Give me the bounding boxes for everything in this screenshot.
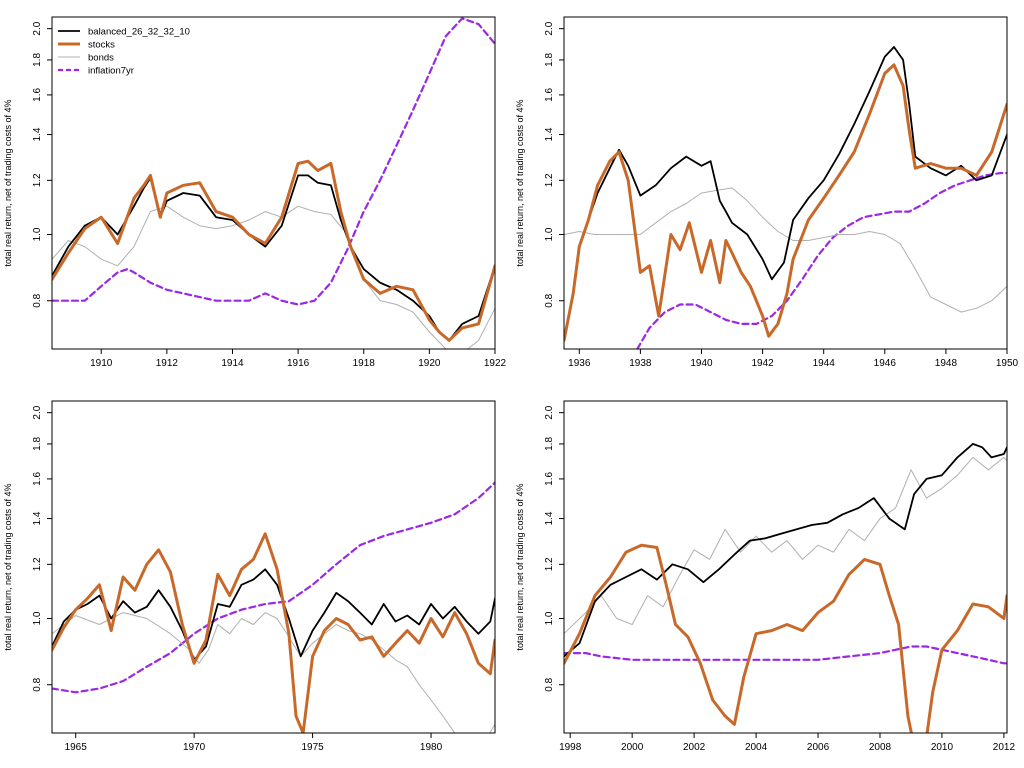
series-group xyxy=(52,17,495,349)
y-tick-label: 1.8 xyxy=(544,437,555,451)
series-line-bonds xyxy=(564,187,1007,313)
series-line-inflation7yr xyxy=(52,481,495,694)
y-axis-title: total real return, net of trading costs … xyxy=(3,99,13,266)
y-tick-label: 0.8 xyxy=(544,677,555,691)
x-tick-label: 1950 xyxy=(996,358,1019,369)
y-tick-label: 1.0 xyxy=(544,227,555,241)
x-tick-label: 2000 xyxy=(621,742,644,753)
chart-svg: 1965 1970 1975 1980 0.8 1.0 1.2 1.4 1.6 1.8 2.0 tot… xyxy=(3,400,496,753)
x-tick-label: 2012 xyxy=(993,742,1016,753)
y-axis-title: total real return, net of trading costs … xyxy=(3,483,13,650)
series-line-stocks xyxy=(52,159,495,342)
series-line-inflation7yr xyxy=(564,645,1007,665)
legend-label: inflation7yr xyxy=(88,66,134,77)
y-tick-label: 1.2 xyxy=(32,173,43,187)
x-tick-label: 1912 xyxy=(156,358,179,369)
chart-panel-1908-1922: 1910 1912 1914 1916 1918 1920 1922 0.8 1.0 1.2 1.4… xyxy=(0,0,512,384)
x-tick-label: 1946 xyxy=(874,358,897,369)
x-tick-label: 2008 xyxy=(869,742,892,753)
x-tick-label: 1920 xyxy=(418,358,441,369)
chart-panel-1998-2012: 1998 2000 2002 2004 2006 2008 2010 2012 0.8 1.0 1.… xyxy=(512,384,1024,768)
x-tick-label: 1975 xyxy=(301,742,324,753)
y-tick-label: 1.6 xyxy=(544,88,555,102)
y-tick-label: 1.4 xyxy=(32,127,43,141)
y-axis-title: total real return, net of trading costs … xyxy=(515,99,525,266)
x-tick-label: 1940 xyxy=(690,358,713,369)
y-tick-label: 1.6 xyxy=(32,472,43,486)
series-line-stocks xyxy=(564,63,1007,342)
y-tick-label: 1.2 xyxy=(544,173,555,187)
chart-svg: 1998 2000 2002 2004 2006 2008 2010 2012 0.8 1.0 1.… xyxy=(515,400,1016,753)
y-tick-label: 1.8 xyxy=(32,53,43,67)
y-tick-label: 1.0 xyxy=(544,611,555,625)
plot-frame xyxy=(51,400,496,734)
x-tick-label: 2004 xyxy=(745,742,768,753)
series-group xyxy=(564,443,1007,733)
x-tick-label: 1942 xyxy=(751,358,774,369)
series-group xyxy=(52,481,495,733)
chart-panel-1964-1982: 1965 1970 1975 1980 0.8 1.0 1.2 1.4 1.6 1.8 2.0 tot… xyxy=(0,384,512,768)
plot-frame xyxy=(51,16,496,350)
x-tick-label: 1944 xyxy=(813,358,836,369)
x-tick-label: 1916 xyxy=(287,358,310,369)
x-tick-label: 2002 xyxy=(683,742,706,753)
y-tick-label: 2.0 xyxy=(32,21,43,35)
chart-panel-1935-1950: 1936 1938 1940 1942 1944 1946 1948 1950 0.8 1.0 1.… xyxy=(512,0,1024,384)
x-tick-label: 1918 xyxy=(353,358,376,369)
y-tick-label: 2.0 xyxy=(32,405,43,419)
y-tick-label: 2.0 xyxy=(544,405,555,419)
x-tick-label: 1922 xyxy=(484,358,507,369)
plot-frame xyxy=(563,16,1008,350)
legend-label: bonds xyxy=(88,53,114,64)
y-tick-label: 1.2 xyxy=(544,557,555,571)
x-tick-label: 1910 xyxy=(90,358,113,369)
y-tick-label: 0.8 xyxy=(32,677,43,691)
x-tick-label: 1965 xyxy=(65,742,88,753)
x-tick-label: 1970 xyxy=(183,742,206,753)
y-tick-label: 1.6 xyxy=(544,472,555,486)
y-tick-label: 1.4 xyxy=(544,127,555,141)
chart-svg: 1910 1912 1914 1916 1918 1920 1922 0.8 1.0 1.2 1.4… xyxy=(3,16,507,369)
y-tick-label: 1.4 xyxy=(544,511,555,525)
series-line-bonds xyxy=(52,205,495,349)
x-tick-label: 1936 xyxy=(568,358,591,369)
y-tick-label: 1.2 xyxy=(32,557,43,571)
y-tick-label: 1.0 xyxy=(32,227,43,241)
series-group xyxy=(564,46,1007,349)
series-line-stocks xyxy=(52,532,495,733)
series-line-inflation7yr xyxy=(636,171,1007,349)
x-tick-label: 1938 xyxy=(629,358,652,369)
x-tick-label: 1980 xyxy=(420,742,443,753)
chart-svg: 1936 1938 1940 1942 1944 1946 1948 1950 0.8 1.0 1.… xyxy=(515,16,1019,369)
y-tick-label: 1.8 xyxy=(544,53,555,67)
y-tick-label: 0.8 xyxy=(32,293,43,307)
y-axis-title: total real return, net of trading costs … xyxy=(515,483,525,650)
series-line-stocks xyxy=(564,543,1007,733)
series-line-inflation7yr xyxy=(52,17,495,306)
legend-label: stocks xyxy=(88,40,115,51)
series-line-balanced_26_32_32_10 xyxy=(52,568,495,661)
y-tick-label: 1.0 xyxy=(32,611,43,625)
x-tick-label: 2010 xyxy=(931,742,954,753)
y-tick-label: 1.4 xyxy=(32,511,43,525)
series-line-balanced_26_32_32_10 xyxy=(564,443,1007,658)
y-tick-label: 2.0 xyxy=(544,21,555,35)
plot-frame xyxy=(563,400,1008,734)
legend-label: balanced_26_32_32_10 xyxy=(88,27,190,38)
y-tick-label: 1.6 xyxy=(32,88,43,102)
x-tick-label: 1998 xyxy=(559,742,582,753)
series-line-bonds xyxy=(564,456,1007,635)
series-line-bonds xyxy=(52,612,495,733)
x-tick-label: 1948 xyxy=(935,358,958,369)
y-tick-label: 0.8 xyxy=(544,293,555,307)
x-tick-label: 2006 xyxy=(807,742,830,753)
y-tick-label: 1.8 xyxy=(32,437,43,451)
x-tick-label: 1914 xyxy=(221,358,244,369)
